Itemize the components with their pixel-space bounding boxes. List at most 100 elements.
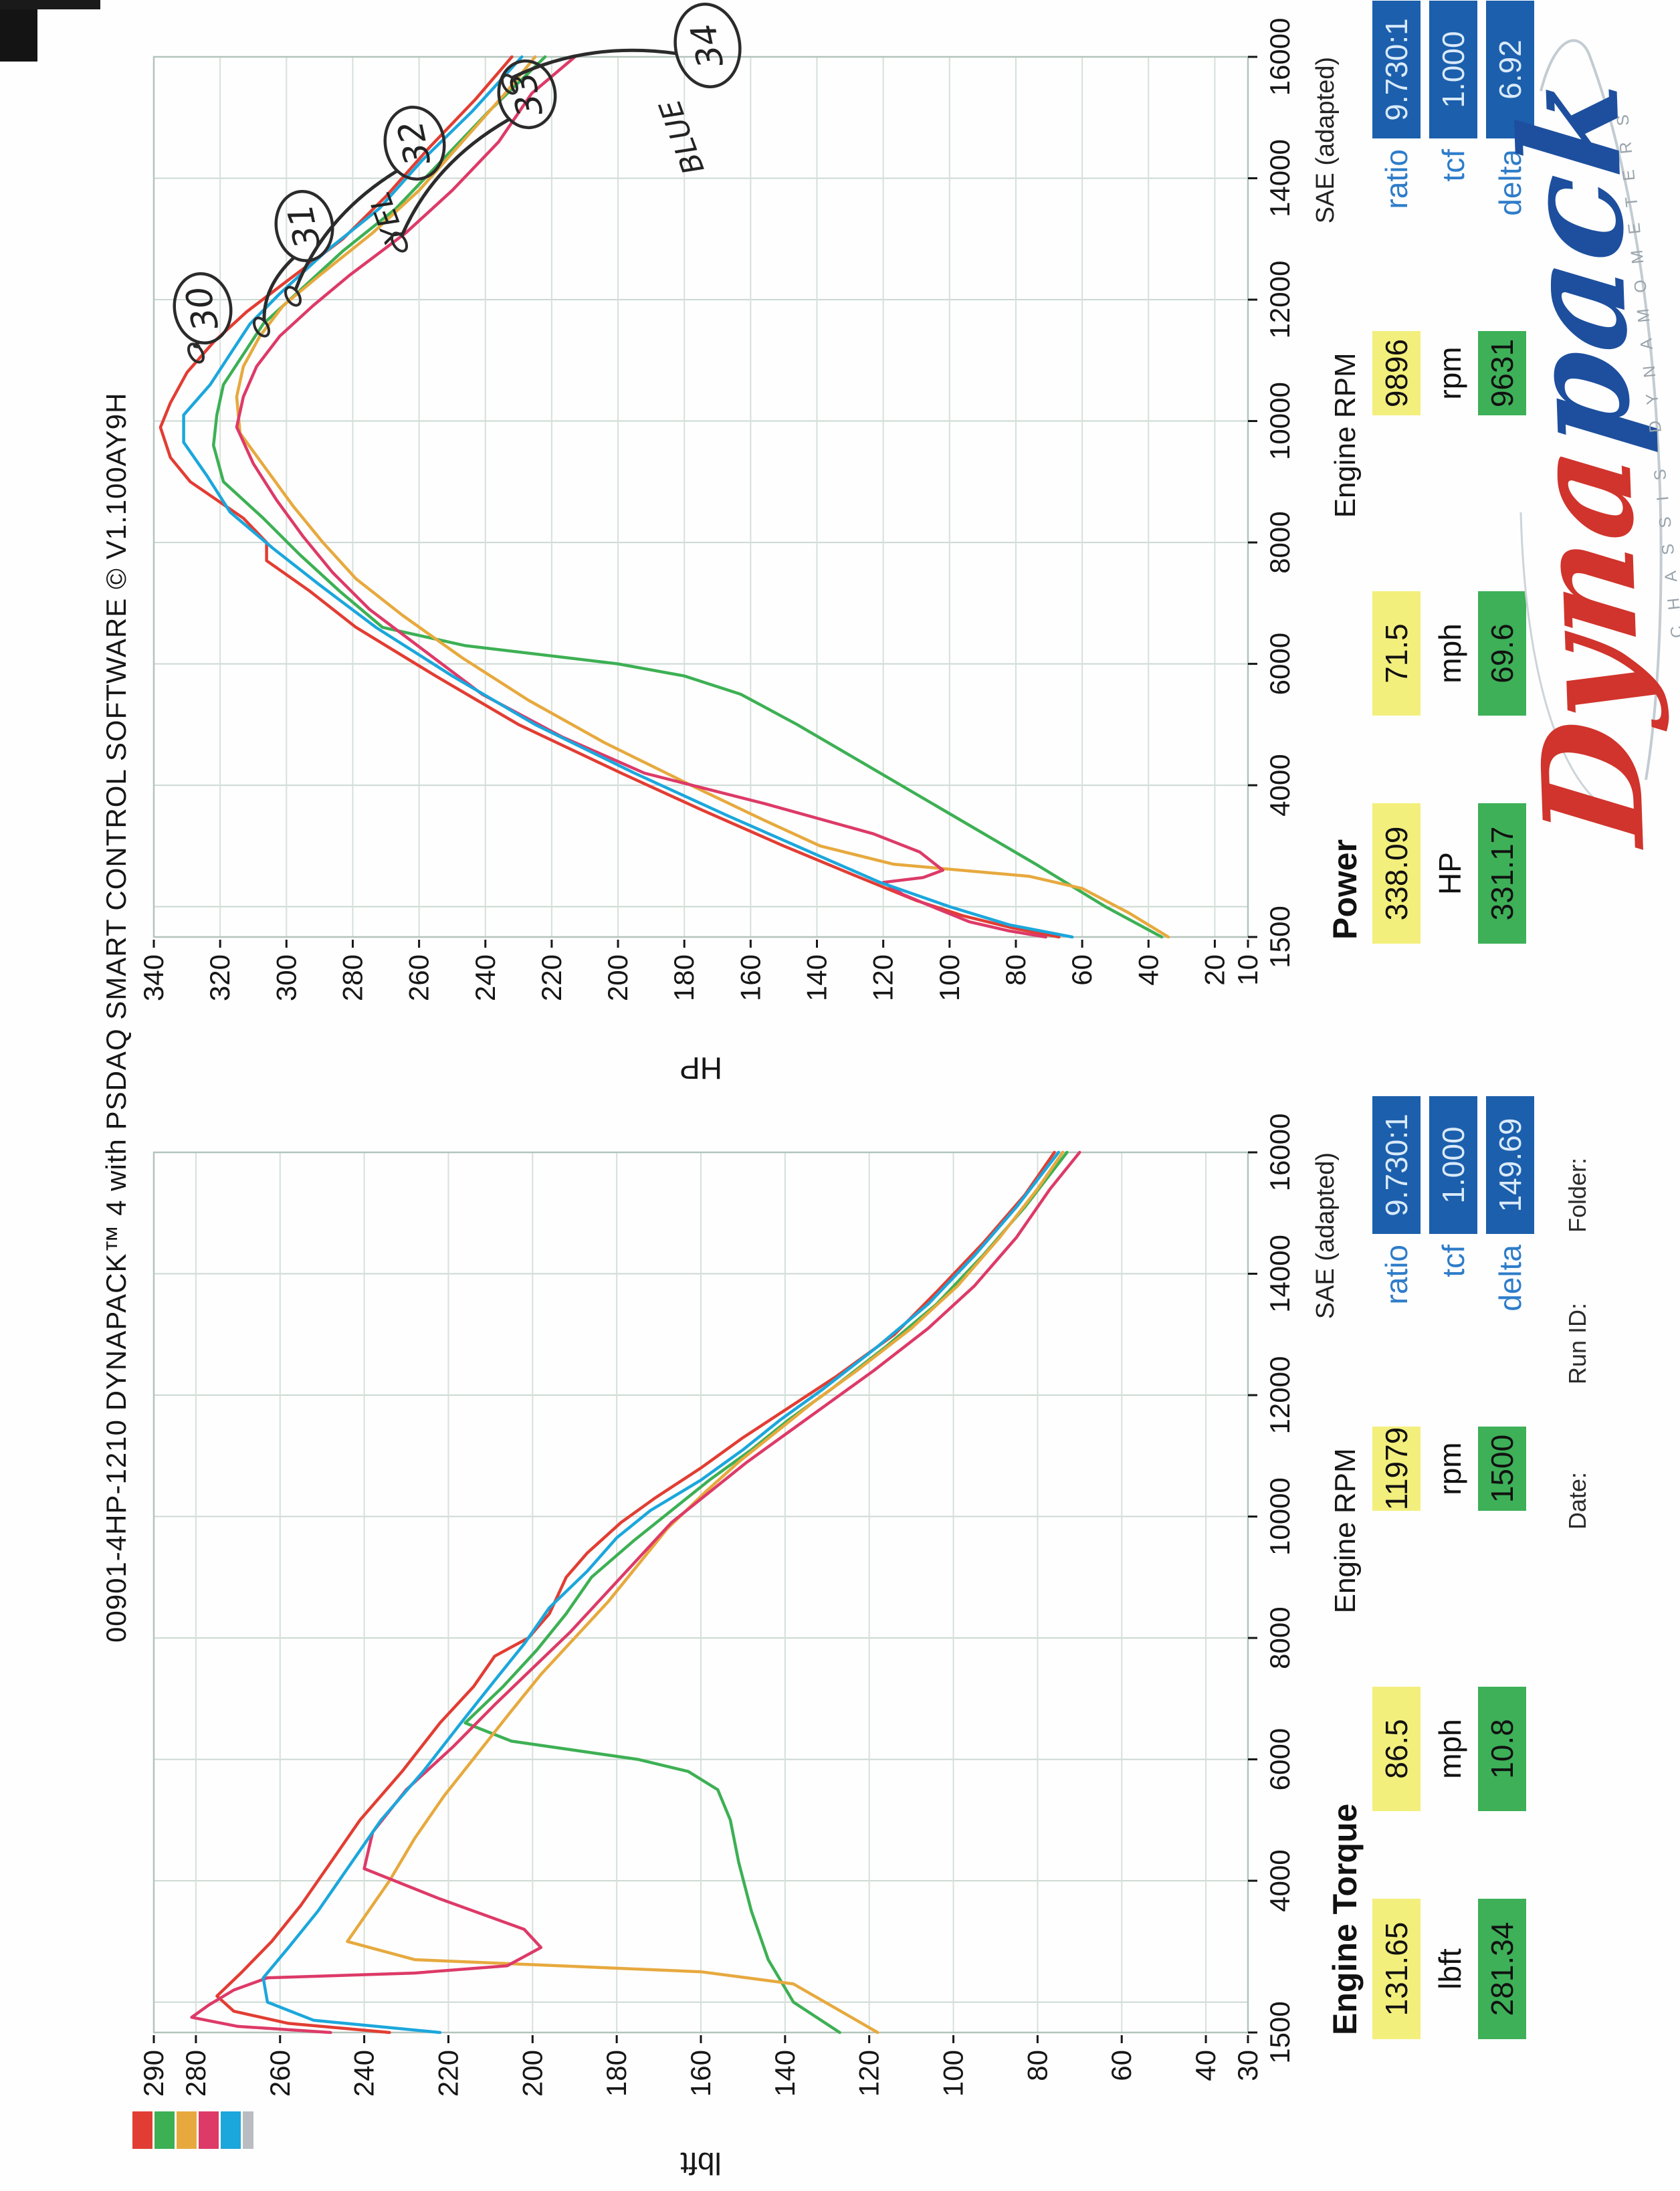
torque-tcf-box: 1.000 xyxy=(1429,1096,1477,1234)
x-tick-label: 12000 xyxy=(1264,1356,1295,1435)
annotation-number: 31 xyxy=(280,200,328,251)
series-run-30 xyxy=(215,1150,1056,2034)
y-tick-label: 340 xyxy=(138,954,169,1001)
x-tick-label: 8000 xyxy=(1264,1606,1295,1669)
x-tick-label: 6000 xyxy=(1264,1728,1295,1790)
power-unit-label: HP xyxy=(1433,852,1467,895)
torque-max-mph-box: 86.5 xyxy=(1372,1687,1421,1811)
x-tick-label: 4000 xyxy=(1264,1849,1295,1911)
y-tick-label: 280 xyxy=(336,954,368,1001)
y-tick-label: 290 xyxy=(138,2050,169,2097)
y-tick-label: 260 xyxy=(403,954,435,1001)
rpm-unit-label: rpm xyxy=(1433,346,1467,400)
series-run-32 xyxy=(235,55,1170,939)
annotation-circle xyxy=(673,3,742,88)
y-tick-label: 120 xyxy=(867,954,899,1001)
sae-adapted-note: SAE (adapted) xyxy=(1311,1152,1340,1319)
y-tick-label: 160 xyxy=(685,2050,716,2097)
logo-swoosh-arc2 xyxy=(1519,512,1637,821)
annotation-circle xyxy=(383,105,446,181)
folder-label: Folder: xyxy=(1564,1157,1591,1233)
annotation-number: 30 xyxy=(179,282,227,334)
annotation-number: 32 xyxy=(391,117,439,169)
y-tick-label: 280 xyxy=(180,2050,211,2097)
y-tick-label: 200 xyxy=(516,2050,548,2097)
y-axis-title: lbft xyxy=(680,2146,722,2181)
series-run-31 xyxy=(211,55,1164,939)
sae-adapted-note: SAE (adapted) xyxy=(1311,57,1340,223)
x-tick-label: 16000 xyxy=(1264,18,1295,96)
y-tick-label: 10 xyxy=(1232,954,1263,986)
y-tick-label: 80 xyxy=(1021,2050,1053,2081)
annotation-run-31: 31 xyxy=(252,189,334,338)
date-label: Date: xyxy=(1564,1471,1591,1530)
torque-unit-label: lbft xyxy=(1433,1948,1467,1990)
series-run-30 xyxy=(159,55,1061,939)
y-tick-label: 20 xyxy=(1198,954,1230,986)
x-tick-label: 12000 xyxy=(1264,261,1295,339)
x-tick-label: 16000 xyxy=(1264,1114,1295,1192)
annotation-curve-marker xyxy=(500,74,519,95)
annotation-leader xyxy=(400,118,511,237)
y-tick-label: 80 xyxy=(1000,954,1031,986)
plot-frame xyxy=(152,56,1249,938)
power-chart: 1500 4000 6000 8000 10000 12000 14000 16000 340 3… xyxy=(138,18,1362,1085)
mph-unit-label: mph xyxy=(1433,623,1467,684)
delta-label: delta xyxy=(1493,1245,1528,1312)
y-tick-label: 140 xyxy=(801,954,833,1001)
annotation-leader xyxy=(294,169,399,292)
x-axis-title: Engine RPM xyxy=(1329,352,1362,518)
logo-wordmark: Dynapack xyxy=(1489,69,1676,850)
y-tick-label: 320 xyxy=(204,954,235,1001)
dynapack-logo: Dynapack CHASSIS DYNAMOMETERS xyxy=(1489,11,1680,860)
power-max-value-box: 338.09 xyxy=(1372,803,1421,944)
y-tick-label: 120 xyxy=(853,2050,885,2097)
logo-swoosh-arc xyxy=(1540,39,1663,780)
torque-ratio-box: 9.730:1 xyxy=(1372,1096,1421,1234)
annotation-run-30: 30 xyxy=(173,272,233,364)
series-run-33 xyxy=(235,55,1047,939)
y-tick-label: 240 xyxy=(469,954,501,1001)
torque-results-table: Engine Torque 131.65 lbft 281.34 86.5 mp… xyxy=(1326,1096,1546,2039)
y-tick-label: 140 xyxy=(769,2050,801,2097)
y-tick-label: 200 xyxy=(602,954,633,1001)
y-tick-label: 300 xyxy=(270,954,302,1001)
y-tick-label: 60 xyxy=(1106,2050,1137,2081)
series-run-33 xyxy=(190,1150,1081,2034)
y-tick-label: 160 xyxy=(734,954,766,1001)
power-max-rpm-box: 9896 xyxy=(1372,331,1421,415)
torque-chart: 1500 4000 6000 8000 10000 12000 14000 16000 290 2… xyxy=(138,1114,1362,2181)
series-run-32 xyxy=(346,1150,1065,2034)
y-tick-label: 260 xyxy=(264,2050,296,2097)
x-tick-label: 1500 xyxy=(1264,2001,1295,2063)
series-run-34 xyxy=(182,55,1074,939)
y-tick-label: 40 xyxy=(1132,954,1164,986)
x-tick-label: 14000 xyxy=(1264,139,1295,217)
y-tick-label: 30 xyxy=(1232,2050,1263,2081)
plot-frame xyxy=(152,1151,1249,2034)
y-tick-label: 40 xyxy=(1190,2050,1221,2081)
y-tick-label: 180 xyxy=(668,954,700,1001)
x-tick-label: 6000 xyxy=(1264,633,1295,695)
x-tick-label: 10000 xyxy=(1264,382,1295,460)
tcf-label: tcf xyxy=(1436,149,1471,182)
run-id-label: Run ID: xyxy=(1564,1302,1591,1384)
ratio-label: ratio xyxy=(1379,1245,1414,1305)
y-tick-label: 220 xyxy=(536,954,567,1001)
scan-corner-artifact xyxy=(0,0,37,62)
annotation-curve-marker xyxy=(390,231,409,253)
x-tick-label: 10000 xyxy=(1264,1477,1295,1556)
x-tick-label: 1500 xyxy=(1264,906,1295,968)
tcf-label: tcf xyxy=(1436,1245,1471,1277)
power-max-mph-box: 71.5 xyxy=(1372,591,1421,716)
x-axis-title: Engine RPM xyxy=(1329,1448,1362,1613)
torque-delta-box: 149.69 xyxy=(1486,1096,1534,1234)
annotation-circle xyxy=(497,59,557,130)
x-tick-label: 14000 xyxy=(1264,1235,1295,1313)
power-ratio-box: 9.730:1 xyxy=(1372,1,1421,138)
y-tick-label: 180 xyxy=(601,2050,632,2097)
annotation-number: 34 xyxy=(684,19,732,71)
